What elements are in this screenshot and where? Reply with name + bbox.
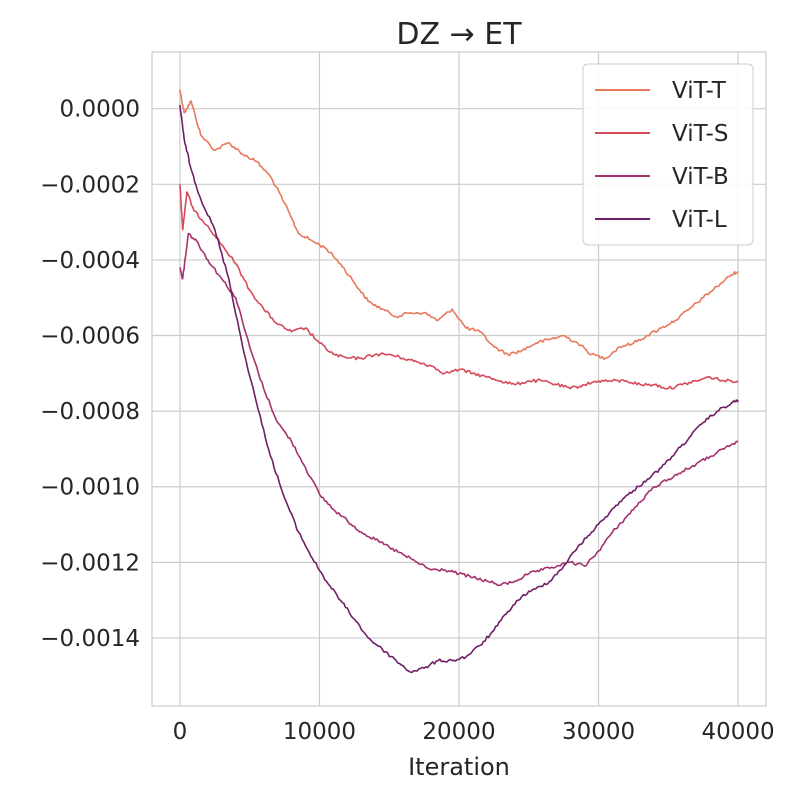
y-tick-label: −0.0002 (40, 172, 140, 198)
y-tick-label: −0.0004 (40, 248, 140, 274)
x-tick-label: 40000 (702, 719, 775, 745)
legend-box (582, 63, 754, 246)
y-tick-label: −0.0010 (40, 475, 140, 501)
y-tick-label: −0.0008 (40, 399, 140, 425)
chart-title: DZ → ET (396, 17, 522, 52)
y-tick-label: −0.0006 (40, 324, 140, 350)
series-line-vit-t (179, 89, 739, 360)
y-tick-label: 0.0000 (60, 97, 140, 123)
x-tick-label: 30000 (562, 719, 635, 745)
tick-labels: 0 10000 20000 30000 40000 0.0000 −0.0002 −0.000… (40, 97, 774, 745)
series-layer (179, 89, 739, 674)
x-axis-label: Iteration (408, 753, 510, 781)
legend-label: ViT-B (672, 164, 729, 190)
y-tick-label: −0.0012 (40, 550, 140, 576)
legend-items: ViT-T ViT-S ViT-B ViT-L (595, 78, 729, 233)
x-tick-label: 10000 (283, 719, 356, 745)
y-tick-label: −0.0014 (40, 626, 140, 652)
series-line-vit-b (179, 232, 739, 587)
legend-label: ViT-L (672, 207, 727, 233)
legend-label: ViT-S (672, 121, 728, 147)
x-tick-label: 20000 (422, 719, 495, 745)
legend-label: ViT-T (672, 78, 727, 104)
x-tick-label: 0 (173, 719, 188, 745)
series-line-vit-l (179, 104, 739, 674)
series-line-vit-s (179, 184, 739, 390)
legend: ViT-T ViT-S ViT-B ViT-L (582, 63, 754, 246)
